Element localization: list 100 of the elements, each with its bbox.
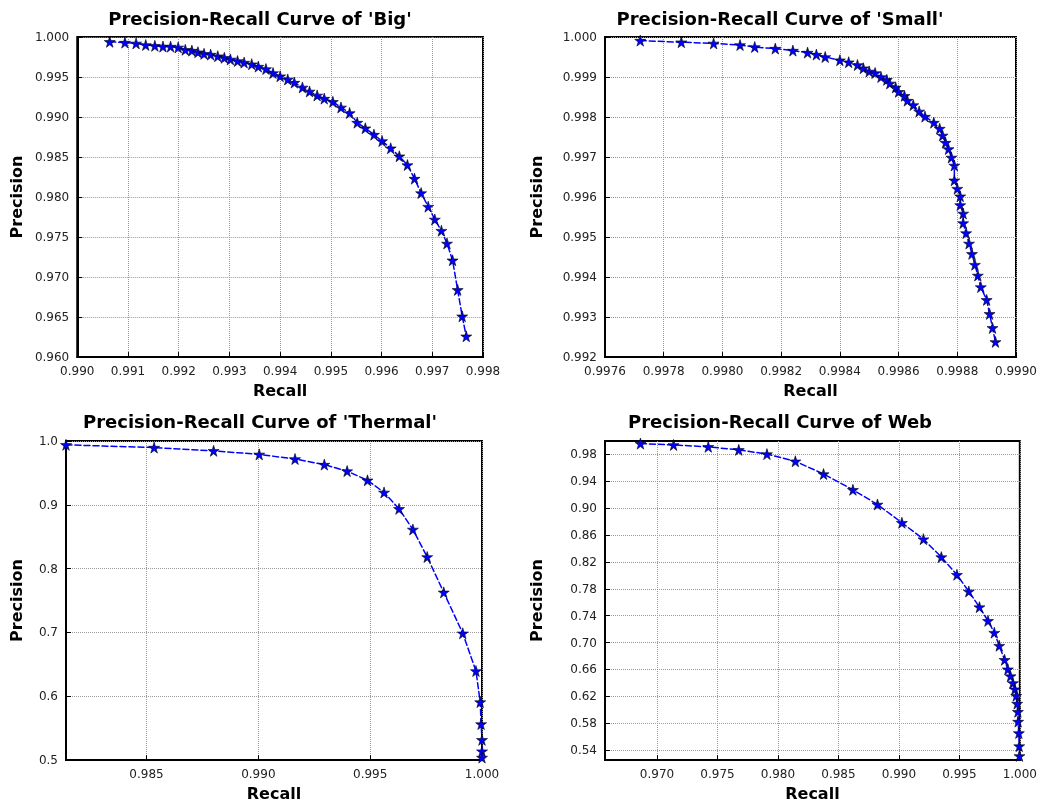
point [974,281,987,293]
point [288,76,301,89]
y-tick-label: 1.000 [34,30,70,44]
point [966,248,978,260]
y-tick-label: 0.7 [38,625,58,640]
point [907,99,920,111]
y-tick-label: 0.9 [38,497,58,512]
point [343,107,356,119]
point [422,200,435,213]
chart-title: Precision-Recall Curve of 'Thermal' [83,410,437,432]
point [393,150,406,163]
point [260,63,272,75]
y-tick-label: 0.66 [570,662,597,677]
point [415,187,427,199]
chart-title: Precision-Recall Curve of 'Big' [108,7,412,29]
point [475,718,487,730]
y-tick-label: 0.970 [34,270,70,285]
point [732,444,745,456]
point [60,439,72,451]
x-axis-title: Recall [785,783,840,803]
point [281,73,294,86]
y-tick-label: 0.980 [34,190,70,205]
point [983,308,996,320]
point [384,142,397,155]
point [1012,715,1024,728]
point [948,174,961,187]
point [951,182,964,195]
point [139,39,152,51]
point [351,116,364,129]
point [172,41,184,54]
point [842,56,855,69]
x-tick-label: 0.9978 [642,364,685,379]
point [896,516,908,529]
point [274,70,286,83]
y-tick-label: 0.98 [570,447,597,462]
point [948,159,961,172]
point [675,36,688,48]
point [341,465,353,477]
x-tick-label: 0.996 [364,364,399,379]
x-tick-label: 0.995 [942,767,977,782]
x-tick-label: 0.994 [262,364,298,379]
point [303,85,316,98]
point [951,568,963,581]
chart-title: Precision-Recall Curve of Web [627,410,933,432]
y-tick-label: 0.74 [570,608,597,623]
point [361,474,374,487]
x-tick-label: 1.000 [1002,767,1037,782]
point [238,56,250,69]
point [318,92,331,105]
point [1013,750,1026,762]
y-tick-label: 0.86 [570,528,597,543]
x-tick-label: 0.990 [241,767,276,782]
x-tick-label: 0.9976 [584,364,626,379]
point [368,128,380,141]
point [460,330,473,343]
point [224,53,237,66]
point [963,237,975,250]
y-tick-label: 0.995 [34,70,70,85]
x-tick-label: 0.990 [881,767,917,782]
point [973,601,986,613]
y-tick-label: 0.5 [38,753,58,768]
x-tick-label: 0.975 [700,767,735,782]
point [1010,689,1022,702]
point [408,172,421,185]
point [441,237,453,250]
point [451,284,464,296]
point [207,445,220,457]
point [702,441,715,453]
point [769,42,782,55]
point [476,734,488,746]
point [892,86,905,98]
point [327,96,339,108]
y-tick-label: 0.965 [34,310,70,325]
y-tick-label: 0.994 [562,270,597,285]
point [245,58,258,71]
x-tick-label: 0.9986 [877,364,920,379]
point [982,615,994,627]
y-tick-label: 0.62 [570,689,597,704]
point [470,665,482,677]
point [211,50,224,63]
point [787,44,799,57]
point [962,585,975,598]
point [919,110,931,123]
point [834,54,846,67]
point [335,101,347,114]
x-tick-label: 0.970 [639,767,675,782]
y-tick-label: 0.997 [562,150,597,165]
point [376,135,388,147]
x-tick-label: 0.985 [821,767,856,782]
point [667,439,680,451]
point [634,437,647,450]
point [359,122,372,135]
x-axis-title: Recall [783,380,838,400]
point [407,523,419,536]
point [437,586,450,599]
y-tick-label: 1.000 [562,30,597,44]
y-tick-label: 0.58 [570,716,597,731]
point [476,751,488,764]
y-tick-label: 0.985 [34,150,70,165]
point [935,551,948,563]
